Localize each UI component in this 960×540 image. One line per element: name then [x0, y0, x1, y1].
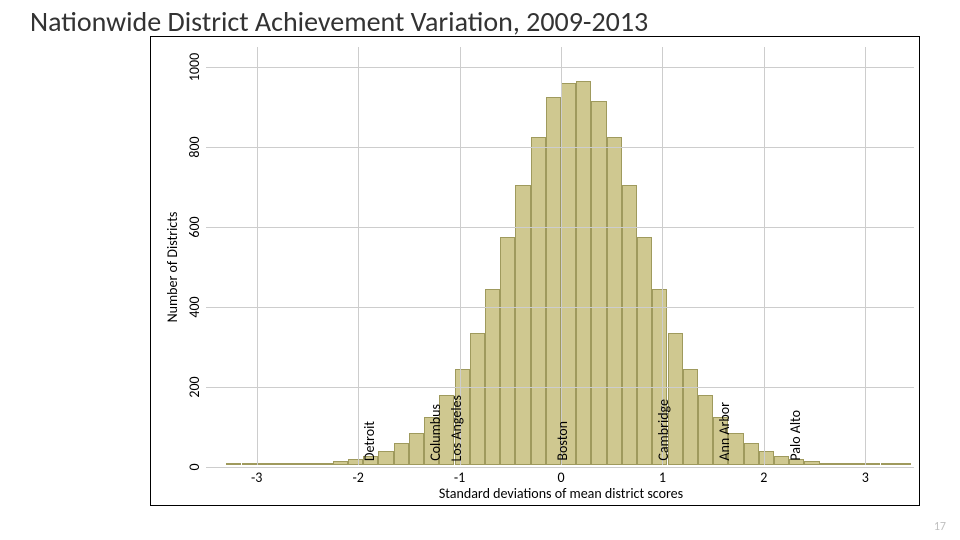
histogram-bar — [242, 463, 257, 465]
grid-line-h — [206, 227, 914, 228]
city-label: Los Angeles — [448, 395, 465, 461]
histogram-bar — [470, 333, 485, 465]
x-tick-label: 1 — [659, 469, 666, 486]
histogram-bar — [561, 83, 576, 465]
y-tick-label: 600 — [186, 216, 203, 237]
histogram-bar — [850, 463, 865, 465]
histogram-bar — [804, 461, 819, 465]
histogram-bar — [500, 237, 515, 465]
grid-line-v — [764, 47, 765, 465]
x-tick-label: 0 — [557, 469, 564, 486]
slide-number: 17 — [934, 520, 946, 534]
histogram-bar — [409, 433, 424, 465]
histogram-bar — [896, 463, 911, 465]
grid-line-h — [206, 467, 914, 468]
city-label: Boston — [554, 421, 571, 461]
histogram-bar — [485, 289, 500, 465]
histogram-bar — [683, 369, 698, 465]
histogram-bar — [865, 463, 880, 465]
city-label: Cambridge — [655, 399, 672, 461]
histogram-bar — [881, 463, 896, 465]
y-tick-label: 0 — [186, 463, 203, 470]
y-tick-label: 1000 — [186, 53, 203, 81]
grid-line-h — [206, 67, 914, 68]
x-axis-title: Standard deviations of mean district sco… — [439, 485, 683, 502]
histogram-bar — [531, 137, 546, 465]
histogram-bar — [546, 97, 561, 465]
histogram-chart: Detroit ColumbusLos Angeles Boston Cambridg… — [150, 36, 920, 506]
histogram-bar — [333, 461, 348, 465]
city-label: Ann Arbor — [716, 402, 733, 461]
y-tick-label: 800 — [186, 136, 203, 157]
histogram-bar — [744, 443, 759, 465]
histogram-bar — [302, 463, 317, 465]
grid-line-v — [865, 47, 866, 465]
bars-layer — [206, 47, 914, 465]
grid-line-v — [257, 47, 258, 465]
histogram-bar — [257, 463, 272, 465]
grid-line-v — [358, 47, 359, 465]
histogram-bar — [759, 451, 774, 465]
city-label: Detroit — [361, 421, 378, 461]
grid-line-h — [206, 147, 914, 148]
x-tick-label: -2 — [352, 469, 363, 486]
city-label: Palo Alto — [787, 410, 804, 461]
histogram-bar — [576, 81, 591, 465]
histogram-bar — [820, 463, 835, 465]
grid-line-h — [206, 387, 914, 388]
y-tick-label: 200 — [186, 376, 203, 397]
x-tick-label: 2 — [760, 469, 767, 486]
x-tick-label: -1 — [454, 469, 465, 486]
histogram-bar — [287, 463, 302, 465]
grid-line-h — [206, 307, 914, 308]
histogram-bar — [607, 137, 622, 465]
y-axis-title: Number of Districts — [164, 212, 181, 323]
plot-area: Detroit ColumbusLos Angeles Boston Cambridg… — [206, 47, 914, 465]
page-title: Nationwide District Achievement Variatio… — [30, 4, 648, 39]
histogram-bar — [394, 443, 409, 465]
x-tick-label: -3 — [251, 469, 262, 486]
histogram-bar — [318, 463, 333, 465]
histogram-bar — [698, 395, 713, 465]
city-label: Columbus — [427, 404, 444, 461]
histogram-bar — [226, 463, 241, 465]
x-tick-label: 3 — [862, 469, 869, 486]
grid-line-v — [561, 47, 562, 465]
histogram-bar — [637, 237, 652, 465]
y-tick-label: 400 — [186, 296, 203, 317]
histogram-bar — [835, 463, 850, 465]
histogram-bar — [591, 101, 606, 465]
histogram-bar — [272, 463, 287, 465]
histogram-bar — [378, 451, 393, 465]
